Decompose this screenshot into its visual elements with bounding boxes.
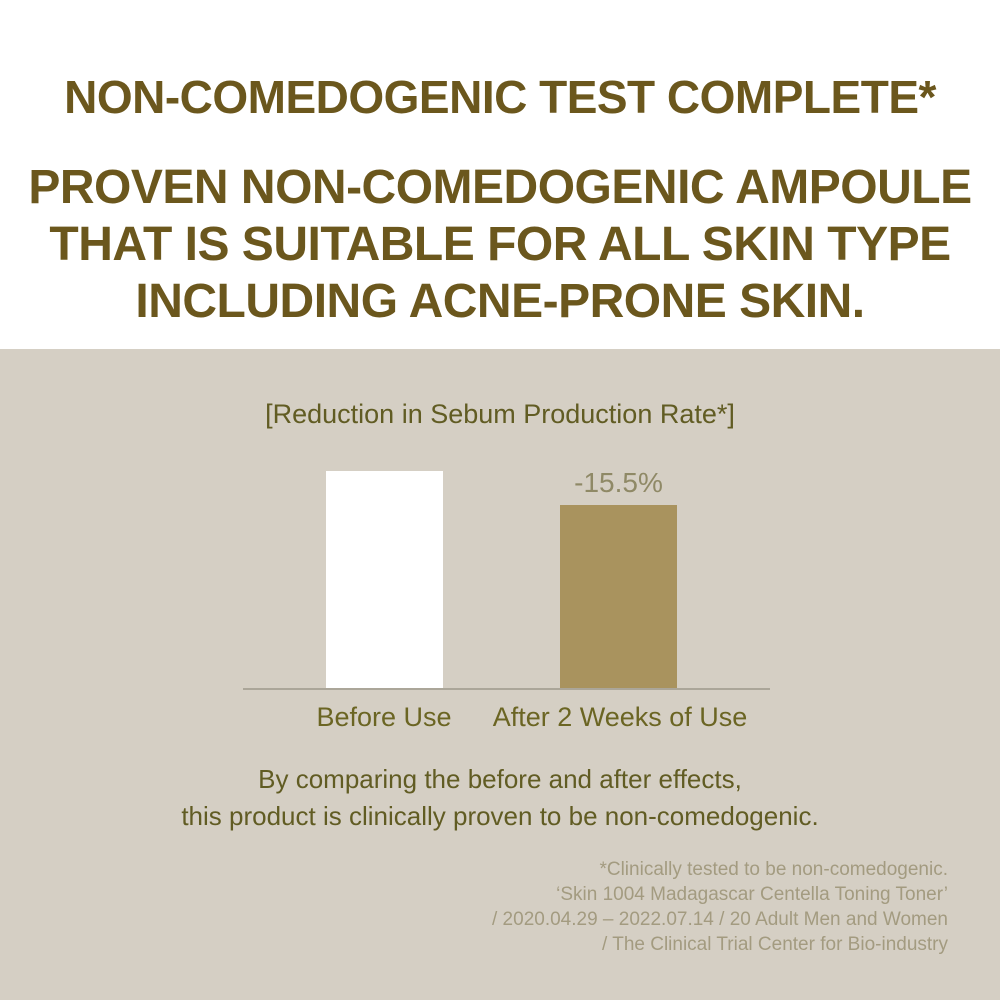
footnote-line-3: / 2020.04.29 – 2022.07.14 / 20 Adult Men… [492,909,948,930]
bar-value-label-after: -15.5% [574,467,663,498]
chart-title: [Reduction in Sebum Production Rate*] [265,399,735,429]
footnote: *Clinically tested to be non-comedogenic… [492,857,948,957]
bar-group-after-use: -15.5% [560,468,677,688]
footnote-line-1: *Clinically tested to be non-comedogenic… [599,859,948,880]
chart-section: [Reduction in Sebum Production Rate*] -1… [0,349,1000,1000]
x-axis-line [243,688,770,690]
bar-after-use [560,505,677,688]
body-copy-line-2: this product is clinically proven to be … [181,801,819,831]
headline-secondary-line-2: THAT IS SUITABLE FOR ALL SKIN TYPE [49,218,951,271]
headline-secondary-line-3: INCLUDING ACNE-PRONE SKIN. [135,275,865,328]
headline-secondary-line-1: PROVEN NON-COMEDOGENIC AMPOULE [28,161,972,214]
body-copy-line-1: By comparing the before and after effect… [258,764,742,794]
footnote-line-2: ‘Skin 1004 Madagascar Centella Toning To… [556,884,948,905]
bar-group-before-use [326,471,443,688]
x-axis-label-before-use: Before Use [316,702,452,732]
x-axis-label-after-use: After 2 Weeks of Use [492,702,748,732]
headline-primary: NON-COMEDOGENIC TEST COMPLETE* [64,71,936,123]
bar-chart: -15.5% [243,445,770,690]
body-copy: By comparing the before and after effect… [0,761,1000,835]
footnote-line-4: / The Clinical Trial Center for Bio-indu… [602,934,948,955]
headline-section: NON-COMEDOGENIC TEST COMPLETE* PROVEN NO… [0,0,1000,349]
headline-secondary: PROVEN NON-COMEDOGENIC AMPOULE THAT IS S… [0,159,1000,330]
bar-before-use [326,471,443,688]
